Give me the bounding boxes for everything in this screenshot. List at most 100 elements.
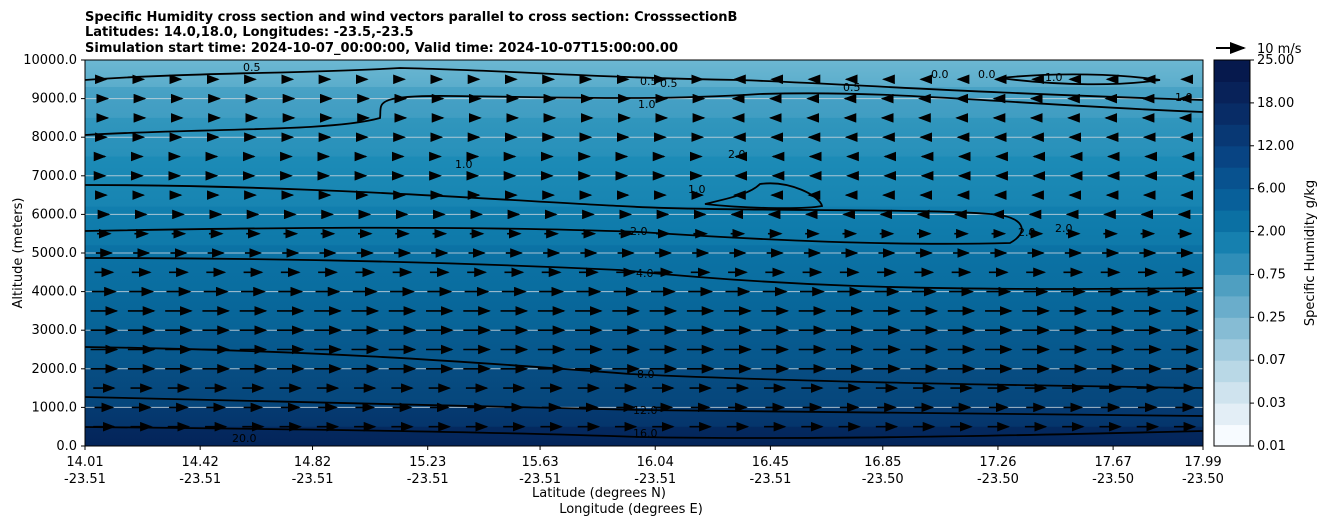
colorbar-segment [1214, 317, 1250, 340]
y-tick-label: 9000.0 [32, 92, 78, 107]
contour-label: 0.5 [843, 81, 861, 94]
quiver-key-label: 10 m/s [1257, 42, 1302, 57]
x-tick-label-lat: 15.63 [521, 455, 558, 470]
x-axis-label-lon: Longitude (degrees E) [559, 502, 703, 517]
colorbar-segment [1214, 231, 1250, 254]
colorbar-segment [1214, 81, 1250, 104]
colorbar-segment [1214, 145, 1250, 168]
x-tick-label-lat: 17.67 [1095, 455, 1132, 470]
colorbar-tick-label: 12.00 [1257, 139, 1294, 154]
contour-label: 2.0 [1055, 222, 1073, 235]
colorbar-tick-label: 2.00 [1257, 225, 1286, 240]
y-tick-label: 3000.0 [32, 323, 78, 338]
colorbar-tick-label: 18.00 [1257, 96, 1294, 111]
chart-title-line-3: Simulation start time: 2024-10-07_00:00:… [85, 41, 678, 56]
colorbar-tick-label: 0.25 [1257, 310, 1286, 325]
x-tick-label-lon: -23.51 [519, 472, 561, 487]
colorbar: 0.01 0.03 0.07 0.25 0.75 2.00 6.00 12.00 18.00 25… [1214, 53, 1294, 454]
colorbar-segment [1214, 295, 1250, 318]
x-tick-label-lon: -23.50 [1092, 472, 1134, 487]
colorbar-segment [1214, 102, 1250, 125]
colorbar-tick-label: 0.03 [1257, 396, 1286, 411]
y-tick-label: 4000.0 [32, 285, 78, 300]
contour-label: 1.0 [1175, 91, 1193, 104]
humidity-band [85, 156, 1203, 207]
x-tick-label-lon: -23.51 [749, 472, 791, 487]
colorbar-segment [1214, 124, 1250, 147]
y-tick-label: 6000.0 [32, 207, 78, 222]
colorbar-segment [1214, 403, 1250, 426]
contour-label: 1.0 [688, 183, 706, 196]
contour-label: 2.0 [630, 225, 648, 238]
contour-line-8 [85, 346, 1203, 389]
contour-label: 0.0 [978, 68, 996, 81]
wind-vectors [90, 74, 1199, 432]
x-tick-label-lat: 14.42 [182, 455, 219, 470]
contour-line-16 [85, 426, 1203, 439]
x-tick-label-lon: -23.51 [64, 472, 106, 487]
colorbar-tick-label: 0.75 [1257, 267, 1286, 282]
contour-label: 12.0 [633, 404, 658, 417]
contour-label: 16.0 [633, 427, 658, 440]
x-tick-label-lon: -23.50 [862, 472, 904, 487]
contour-line-4 [85, 257, 1203, 290]
humidity-band [85, 330, 1203, 369]
colorbar-segment [1214, 210, 1250, 233]
chart-title-line-1: Specific Humidity cross section and wind… [85, 10, 737, 25]
contour-label: 0.5 [660, 77, 678, 90]
colorbar-segment [1214, 188, 1250, 211]
contour-label: 1.0 [638, 98, 656, 111]
y-tick-label: 5000.0 [32, 246, 78, 261]
x-axis-label-lat: Latitude (degrees N) [532, 486, 666, 501]
chart-title-line-2: Latitudes: 14.0,18.0, Longitudes: -23.5,… [85, 25, 414, 40]
colorbar-segment [1214, 381, 1250, 404]
x-axis: 14.01 -23.51 14.42 -23.51 14.82 -23.51 15.23 -2… [64, 446, 1224, 487]
contour-label: 0.5 [243, 61, 261, 74]
colorbar-tick-label: 0.01 [1257, 439, 1286, 454]
colorbar-tick-label: 25.00 [1257, 53, 1294, 68]
contour-label: 4.0 [636, 267, 654, 280]
colorbar-segment [1214, 338, 1250, 361]
contour-label: 2.0 [1018, 226, 1036, 239]
y-tick-label: 2000.0 [32, 362, 78, 377]
x-tick-label-lat: 16.04 [637, 455, 674, 470]
contour-label: 1.0 [1045, 71, 1063, 84]
contour-label: 0.5 [640, 75, 658, 88]
colorbar-segment [1214, 60, 1250, 82]
y-tick-label: 10000.0 [23, 53, 77, 68]
x-tick-label-lat: 16.45 [752, 455, 789, 470]
colorbar-segment [1214, 167, 1250, 190]
colorbar-frame [1213, 59, 1251, 447]
contour-label: 0.0 [931, 68, 949, 81]
contour-label: 8.0 [637, 368, 655, 381]
contour-line-12 [85, 396, 1203, 417]
y-tick-label: 7000.0 [32, 169, 78, 184]
colorbar-segment [1214, 274, 1250, 297]
contour-label: 1.0 [455, 158, 473, 171]
colorbar-segment [1214, 424, 1250, 447]
colorbar-tick-label: 6.00 [1257, 182, 1286, 197]
colorbar-label: Specific Humidity g/kg [1303, 180, 1318, 326]
x-tick-label-lon: -23.51 [179, 472, 221, 487]
x-tick-label-lat: 17.26 [979, 455, 1016, 470]
contour-label: 2.0 [728, 148, 746, 161]
colorbar-segment [1214, 360, 1250, 383]
y-tick-label: 1000.0 [32, 400, 78, 415]
humidity-band [85, 291, 1203, 331]
colorbar-tick-label: 0.07 [1257, 353, 1286, 368]
x-tick-label-lat: 14.82 [294, 455, 331, 470]
y-tick-label: 0.0 [56, 439, 77, 454]
contour-labels: 0.5 0.5 0.5 0.5 1.0 1.0 1.0 1.0 1.0 2.0 … [232, 61, 1193, 445]
x-tick-label-lon: -23.51 [292, 472, 334, 487]
x-tick-label-lat: 17.99 [1184, 455, 1221, 470]
x-tick-label-lon: -23.51 [407, 472, 449, 487]
y-axis: 0.0 1000.0 2000.0 3000.0 4000.0 5000.0 6000.0 7… [23, 53, 85, 454]
contour-line-2 [85, 184, 1023, 245]
colorbar-segment [1214, 253, 1250, 275]
y-tick-label: 8000.0 [32, 130, 78, 145]
x-tick-label-lat: 14.01 [66, 455, 103, 470]
x-tick-label-lon: -23.51 [634, 472, 676, 487]
x-tick-label-lat: 16.85 [864, 455, 901, 470]
y-axis-label: Altitude (meters) [11, 198, 26, 309]
